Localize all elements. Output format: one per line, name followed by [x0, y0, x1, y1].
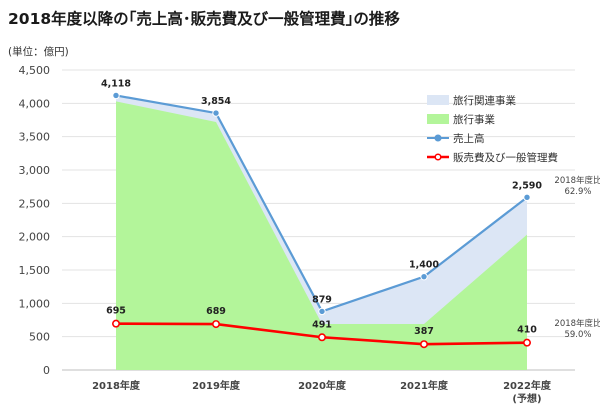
- marker-sales: [112, 91, 120, 100]
- marker-sga-expenses: [212, 320, 221, 329]
- annotation-ratio-label: 2018年度比: [554, 318, 600, 329]
- annotation-ratio-value: 62.9%: [564, 187, 591, 197]
- marker-sga-expenses: [522, 338, 531, 347]
- marker-sales: [420, 272, 428, 281]
- data-label-sales: 3,854: [201, 96, 231, 107]
- data-label-sales: 2,590: [512, 180, 542, 191]
- data-labels: 4,118 3,854 879 1,400 2,590 695 689 491 387 410: [101, 78, 542, 337]
- x-tick-sublabel: (予想): [512, 392, 541, 405]
- x-tick-label: 2022年度: [503, 379, 552, 392]
- data-label-sga-expenses: 410: [517, 325, 537, 336]
- line-series: [112, 91, 531, 349]
- marker-sga-expenses: [317, 333, 326, 342]
- data-label-sga-expenses: 695: [106, 306, 126, 317]
- legend-label: 販売費及び一般管理費: [453, 151, 558, 164]
- x-tick-label: 2018年度: [92, 379, 141, 392]
- data-label-sga-expenses: 689: [206, 306, 226, 317]
- legend-label: 旅行事業: [453, 113, 495, 126]
- area-travel-business: [116, 101, 527, 370]
- y-tick-label: 4,000: [19, 97, 51, 110]
- data-label-sga-expenses: 491: [312, 319, 332, 330]
- y-tick-label: 1,500: [19, 264, 51, 277]
- marker-sales: [318, 307, 326, 316]
- x-tick-label: 2019年度: [192, 379, 241, 392]
- chart-title: 2018年度以降の｢売上高･販売費及び一般管理費｣の推移: [8, 10, 400, 28]
- legend-marker: [434, 153, 442, 161]
- legend-swatch: [427, 95, 449, 105]
- data-label-sales: 879: [312, 294, 332, 305]
- legend-label: 売上高: [453, 132, 485, 145]
- y-tick-label: 500: [29, 331, 50, 344]
- x-tick-label: 2021年度: [400, 379, 449, 392]
- y-tick-label: 2,500: [19, 197, 51, 210]
- y-tick-label: 2,000: [19, 231, 51, 244]
- y-tick-label: 1,000: [19, 297, 51, 310]
- data-label-sales: 4,118: [101, 78, 131, 89]
- marker-sales: [212, 109, 220, 117]
- marker-sales: [523, 193, 531, 202]
- legend-swatch: [427, 114, 449, 124]
- y-tick-label: 3,500: [19, 131, 51, 144]
- data-label-sga-expenses: 387: [414, 326, 434, 337]
- y-tick-label: 4,500: [19, 64, 51, 77]
- axis-labels: 0 500 1,000 1,500 2,000 2,500 3,000 3,500 4,000 4…: [19, 64, 552, 405]
- marker-sga-expenses: [419, 340, 428, 349]
- marker-sga-expenses: [112, 319, 121, 328]
- area-series: [116, 95, 527, 370]
- data-label-sales: 1,400: [409, 260, 439, 271]
- annotation-ratio-label: 2018年度比: [554, 175, 600, 186]
- x-tick-label: 2020年度: [298, 379, 347, 392]
- legend-label: 旅行関連事業: [453, 94, 516, 107]
- annotation-ratio-value: 59.0%: [564, 330, 591, 340]
- y-tick-label: 3,000: [19, 164, 51, 177]
- y-tick-label: 0: [43, 364, 50, 377]
- unit-label: (単位：億円): [8, 46, 69, 58]
- legend-marker: [434, 134, 442, 142]
